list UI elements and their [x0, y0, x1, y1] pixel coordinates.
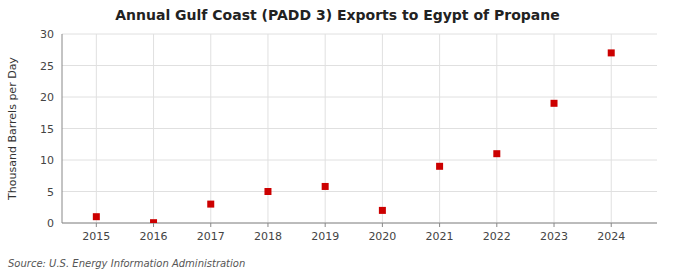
- x-tick-label: 2019: [311, 230, 339, 243]
- y-tick-label: 0: [47, 217, 54, 230]
- x-grid-line: [554, 34, 555, 223]
- point: [93, 213, 100, 220]
- point: [379, 207, 386, 214]
- chart: Annual Gulf Coast (PADD 3) Exports to Eg…: [0, 0, 675, 275]
- axes: 0 5 10 15 20 25 30 2015 2016 2017 2018 2019 2020 2021…: [40, 28, 657, 243]
- point: [150, 219, 157, 223]
- x-tick-label: 2021: [426, 230, 454, 243]
- x-tick-label: 2022: [483, 230, 511, 243]
- y-grid-line: [62, 97, 657, 98]
- x-tick: [210, 223, 211, 227]
- x-grid-line: [96, 34, 97, 223]
- x-tick: [325, 223, 326, 227]
- x-grid-line: [496, 34, 497, 223]
- points: [93, 49, 615, 223]
- x-tick: [611, 223, 612, 227]
- y-tick-label: 25: [40, 60, 54, 73]
- grid: [62, 34, 657, 223]
- y-tick-label: 10: [40, 154, 54, 167]
- x-tick-label: 2023: [540, 230, 568, 243]
- y-grid-line: [62, 65, 657, 66]
- x-grid-line: [382, 34, 383, 223]
- y-tick-label: 20: [40, 91, 54, 104]
- x-grid-line: [611, 34, 612, 223]
- x-tick: [382, 223, 383, 227]
- x-tick: [554, 223, 555, 227]
- y-grid-line: [62, 191, 657, 192]
- x-tick-label: 2016: [140, 230, 168, 243]
- point: [322, 183, 329, 190]
- y-axis-label: Thousand Barrels per Day: [6, 57, 19, 201]
- x-grid-line: [439, 34, 440, 223]
- y-tick-label: 5: [47, 186, 54, 199]
- point: [436, 163, 443, 170]
- point: [608, 49, 615, 56]
- x-grid-line: [210, 34, 211, 223]
- x-tick-label: 2018: [254, 230, 282, 243]
- x-tick: [439, 223, 440, 227]
- x-grid-line: [153, 34, 154, 223]
- x-tick: [496, 223, 497, 227]
- y-grid-line: [62, 34, 657, 35]
- x-tick-label: 2020: [368, 230, 396, 243]
- y-tick-label: 15: [40, 123, 54, 136]
- point: [207, 201, 214, 208]
- source-note: Source: U.S. Energy Information Administ…: [8, 258, 245, 269]
- x-tick-label: 2015: [82, 230, 110, 243]
- y-grid-line: [62, 128, 657, 129]
- x-tick-label: 2017: [197, 230, 225, 243]
- x-grid-line: [325, 34, 326, 223]
- x-tick: [153, 223, 154, 227]
- title: Annual Gulf Coast (PADD 3) Exports to Eg…: [115, 7, 559, 23]
- point: [493, 150, 500, 157]
- x-tick: [267, 223, 268, 227]
- point: [264, 188, 271, 195]
- y-axis-line: [62, 34, 63, 223]
- point: [551, 100, 558, 107]
- y-grid-line: [62, 160, 657, 161]
- y-tick-label: 30: [40, 28, 54, 41]
- x-tick: [96, 223, 97, 227]
- x-tick-label: 2024: [597, 230, 625, 243]
